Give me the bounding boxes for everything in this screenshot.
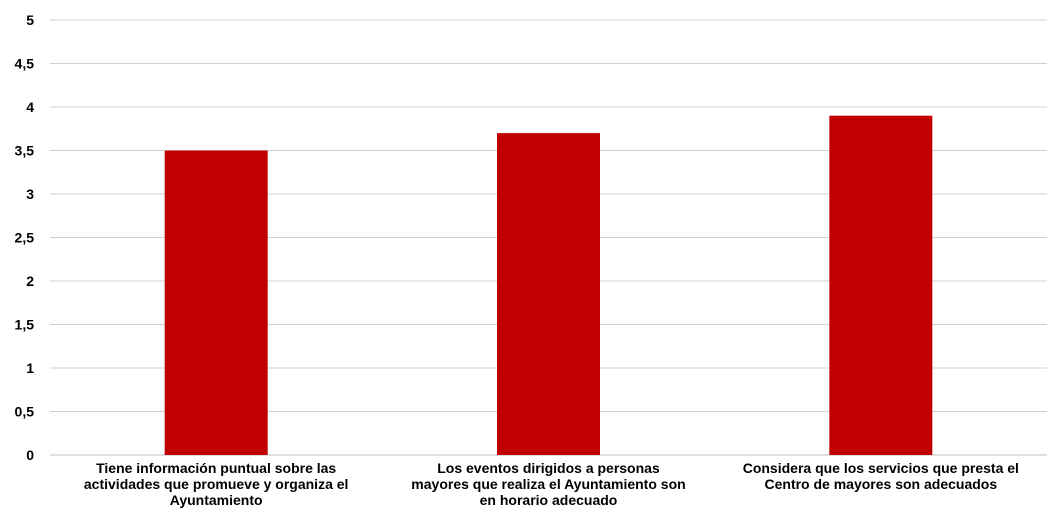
x-tick-label-line: mayores que realiza el Ayuntamiento son bbox=[411, 476, 685, 492]
y-tick-label: 3,5 bbox=[15, 143, 35, 159]
x-tick-label: Considera que los servicios que presta e… bbox=[743, 460, 1019, 492]
x-tick-label-line: Centro de mayores son adecuados bbox=[765, 476, 998, 492]
x-tick-label: Los eventos dirigidos a personas mayores … bbox=[411, 460, 685, 508]
y-tick-label: 2 bbox=[26, 273, 34, 289]
bar bbox=[497, 133, 600, 455]
y-tick-label: 5 bbox=[26, 12, 34, 28]
y-tick-label: 1,5 bbox=[15, 317, 35, 333]
bar bbox=[164, 150, 268, 455]
y-tick-label: 2,5 bbox=[15, 230, 35, 246]
bar bbox=[829, 115, 933, 455]
y-tick-label: 0,5 bbox=[15, 404, 35, 420]
y-tick-label: 1 bbox=[26, 360, 34, 376]
x-tick-label-line: en horario adecuado bbox=[480, 492, 618, 508]
x-tick-label: Tiene información puntual sobre las activ… bbox=[84, 460, 349, 508]
x-tick-label-line: Tiene información puntual sobre las bbox=[96, 460, 336, 476]
x-axis: Tiene información puntual sobre las activ… bbox=[84, 460, 1019, 508]
x-tick-label-line: actividades que promueve y organiza el bbox=[84, 476, 349, 492]
y-tick-label: 0 bbox=[26, 447, 34, 463]
y-tick-label: 3 bbox=[26, 186, 34, 202]
y-axis: 0 0,5 1 1,5 2 2,5 3 3,5 4 4,5 5 bbox=[15, 12, 35, 463]
x-tick-label-line: Ayuntamiento bbox=[170, 492, 263, 508]
x-tick-label-line: Considera que los servicios que presta e… bbox=[743, 460, 1019, 476]
y-tick-label: 4 bbox=[26, 99, 34, 115]
x-tick-label-line: Los eventos dirigidos a personas bbox=[437, 460, 660, 476]
y-tick-label: 4,5 bbox=[15, 56, 35, 72]
bars bbox=[164, 115, 933, 455]
